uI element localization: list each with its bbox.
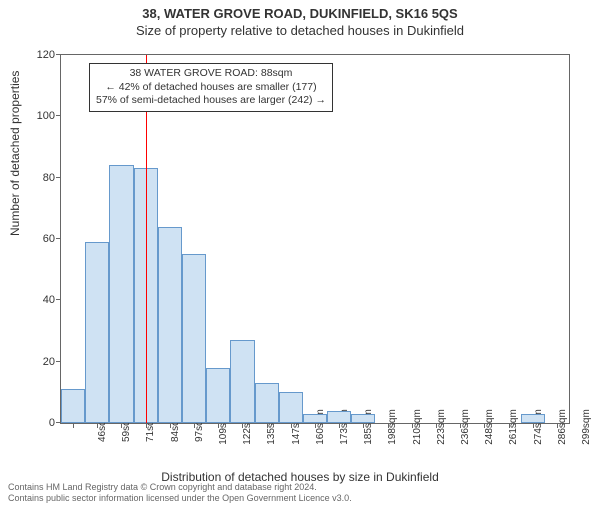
x-tick-mark [388, 423, 389, 428]
footer-line-1: Contains HM Land Registry data © Crown c… [8, 482, 352, 493]
x-tick-mark [315, 423, 316, 428]
histogram-bar [182, 254, 206, 423]
x-tick-mark [218, 423, 219, 428]
x-tick-mark [170, 423, 171, 428]
histogram-bar [158, 227, 182, 423]
x-tick-mark [242, 423, 243, 428]
x-tick-mark [363, 423, 364, 428]
x-tick-mark [73, 423, 74, 428]
x-tick-mark [146, 423, 147, 428]
y-tick-mark [56, 115, 61, 116]
y-tick-mark [56, 361, 61, 362]
annotation-line-3: 57% of semi-detached houses are larger (… [96, 94, 326, 108]
x-tick-mark [339, 423, 340, 428]
histogram-bar [85, 242, 109, 423]
annotation-line-2: ← 42% of detached houses are smaller (17… [96, 81, 326, 95]
x-tick-mark [291, 423, 292, 428]
x-tick-mark [436, 423, 437, 428]
x-tick-mark [460, 423, 461, 428]
y-tick-label: 100 [37, 110, 61, 122]
x-tick-mark [267, 423, 268, 428]
y-tick-label: 40 [43, 294, 61, 306]
y-tick-label: 60 [43, 233, 61, 245]
footer-attribution: Contains HM Land Registry data © Crown c… [8, 482, 352, 504]
footer-line-2: Contains public sector information licen… [8, 493, 352, 504]
chart-plot-area: 02040608010012046sqm59sqm71sqm84sqm97sqm… [60, 54, 570, 424]
x-tick-mark [557, 423, 558, 428]
y-tick-mark [56, 177, 61, 178]
chart-title-sub: Size of property relative to detached ho… [0, 23, 600, 38]
chart-title-main: 38, WATER GROVE ROAD, DUKINFIELD, SK16 5… [0, 6, 600, 21]
x-tick-mark [121, 423, 122, 428]
y-tick-label: 80 [43, 172, 61, 184]
y-axis-label: Number of detached properties [8, 71, 22, 236]
x-tick-mark [412, 423, 413, 428]
x-tick-mark [484, 423, 485, 428]
x-tick-label: 299sqm [557, 409, 592, 445]
y-tick-mark [56, 299, 61, 300]
y-tick-label: 120 [37, 49, 61, 61]
y-tick-label: 0 [49, 417, 61, 429]
x-tick-mark [194, 423, 195, 428]
y-tick-mark [56, 238, 61, 239]
x-tick-mark [533, 423, 534, 428]
y-tick-mark [56, 54, 61, 55]
y-tick-label: 20 [43, 356, 61, 368]
annotation-line-1: 38 WATER GROVE ROAD: 88sqm [96, 67, 326, 81]
annotation-box: 38 WATER GROVE ROAD: 88sqm← 42% of detac… [89, 63, 333, 112]
x-tick-mark [97, 423, 98, 428]
histogram-bar [109, 165, 133, 423]
x-tick-mark [509, 423, 510, 428]
